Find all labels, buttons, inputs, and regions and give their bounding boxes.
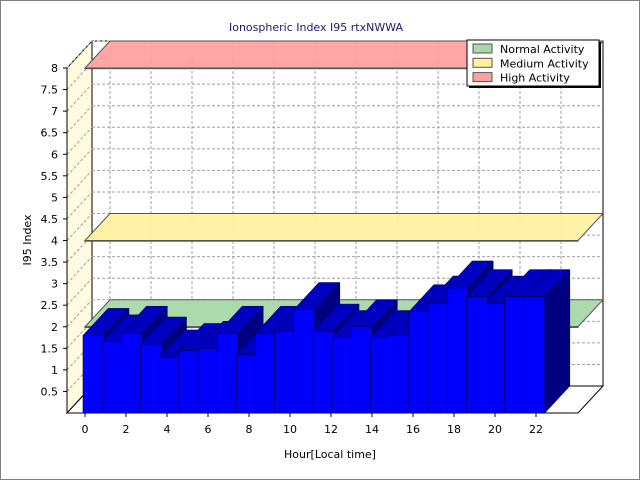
y-tick-label: 7 <box>51 105 58 118</box>
legend-label: Medium Activity <box>500 57 589 70</box>
x-tick-label: 16 <box>406 423 420 436</box>
legend-label: Normal Activity <box>500 43 585 56</box>
y-tick-label: 3.5 <box>41 256 59 269</box>
bar-front <box>370 337 392 414</box>
bar-front <box>255 332 277 414</box>
x-tick-label: 22 <box>529 423 543 436</box>
bar-front <box>82 335 105 414</box>
gridline-wall <box>66 170 93 198</box>
bar-front <box>197 348 220 414</box>
gridline-wall <box>66 126 93 155</box>
band-medium-activity-edge <box>84 240 579 242</box>
bar-front <box>274 330 296 414</box>
bar-front <box>523 296 546 414</box>
y-tick-label: 1.5 <box>41 342 59 355</box>
bar-front <box>159 356 181 414</box>
y-tick-label: 7.5 <box>41 84 59 97</box>
x-axis-label: Hour[Local time] <box>284 448 376 461</box>
x-tick-label: 6 <box>205 423 212 436</box>
gridline-wall <box>66 277 93 306</box>
x-tick-label: 4 <box>164 423 171 436</box>
bar-front <box>312 330 335 414</box>
y-tick-label: 8 <box>51 62 58 75</box>
x-tick-label: 2 <box>123 423 130 436</box>
gridline-wall <box>66 40 93 69</box>
y-tick-label: 5 <box>51 191 58 204</box>
bar-front <box>389 335 411 414</box>
bar-front <box>216 332 239 414</box>
y-tick-label: 4 <box>51 235 58 248</box>
bar-front <box>178 350 201 414</box>
x-tick-label: 14 <box>365 423 379 436</box>
bar-front <box>140 343 162 414</box>
bar-front <box>485 302 507 414</box>
legend-label: High Activity <box>500 72 570 85</box>
bar-front <box>331 337 354 414</box>
x-tick-label: 0 <box>82 423 89 436</box>
gridline-wall <box>66 148 93 177</box>
y-tick-label: 6 <box>51 148 58 161</box>
gridline-wall <box>66 105 93 134</box>
y-tick-label: 4.5 <box>41 213 59 226</box>
legend-swatch <box>472 72 493 83</box>
y-tick-label: 0.5 <box>41 385 59 398</box>
gridline-wall <box>66 299 93 328</box>
x-tick-label: 12 <box>324 423 338 436</box>
bar-front <box>466 296 488 414</box>
bar-front <box>236 354 258 414</box>
bar-front <box>408 311 431 414</box>
x-tick-label: 20 <box>488 423 502 436</box>
bars <box>82 260 571 414</box>
x-tick-label: 18 <box>447 423 461 436</box>
y-tick-label: 6.5 <box>41 127 59 140</box>
bar-front <box>293 309 316 414</box>
bar-front <box>351 326 373 414</box>
bar <box>523 268 571 414</box>
y-tick-label: 5.5 <box>41 170 59 183</box>
bar-front <box>504 296 526 414</box>
band-medium-activity-top <box>83 213 605 241</box>
x-tick-label: 8 <box>246 423 253 436</box>
gridline-wall <box>66 191 93 220</box>
bar-front <box>101 341 124 414</box>
y-axis-label: I95 Index <box>21 214 34 266</box>
bar-front <box>121 332 143 414</box>
gridline-wall <box>66 213 93 241</box>
y-tick-label: 2.5 <box>41 299 59 312</box>
chart-title: Ionospheric Index I95 rtxNWWA <box>229 21 403 34</box>
y-tick-label: 1 <box>51 364 58 377</box>
x-tick-label: 10 <box>283 423 297 436</box>
gridline-wall <box>66 256 93 284</box>
gridline-wall <box>66 83 93 112</box>
legend-swatch <box>472 57 493 68</box>
legend-swatch <box>472 43 493 54</box>
bar-front <box>427 302 450 414</box>
y-tick-label: 3 <box>51 278 58 291</box>
y-tick-label: 2 <box>51 321 58 334</box>
band-medium-activity <box>83 213 605 242</box>
bar-front <box>446 287 469 414</box>
